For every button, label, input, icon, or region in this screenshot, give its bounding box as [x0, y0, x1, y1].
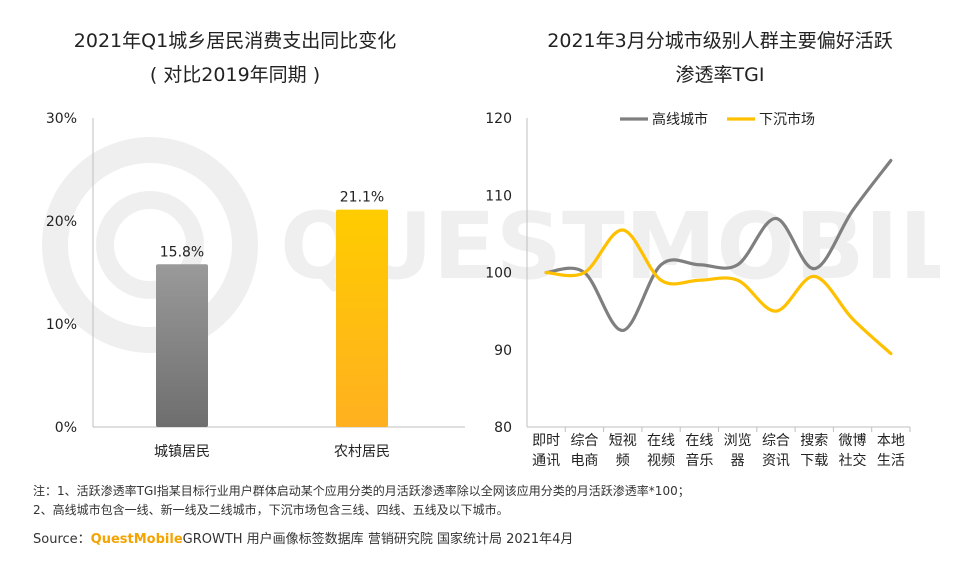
bar-2: [336, 209, 388, 427]
line-category-label: 微博社交: [839, 432, 867, 469]
line-y-tick-label: 100: [485, 266, 512, 282]
bar-category-label: 农村居民: [334, 444, 390, 460]
line-category-label: 短视频: [609, 433, 637, 469]
footnote-2: 2、高线城市包含一线、新一线及二线城市，下沉市场包含三线、四线、五线及以下城市。: [33, 503, 509, 517]
line-category-label: 本地生活: [877, 433, 905, 469]
bar-1: [156, 264, 208, 427]
right-chart-title: 2021年3月分城市级别人群主要偏好活跃 渗透率TGI: [480, 24, 960, 92]
right-chart-title-line2: 渗透率TGI: [675, 64, 765, 86]
left-chart-title-line2: ( 对比2019年同期 ): [149, 64, 321, 86]
bar-y-tick-label: 20%: [46, 214, 77, 230]
bar-chart: 0% 10% 20% 30% 15.8% 城镇居民 21.1% 农村居民: [46, 111, 465, 460]
left-chart-title-line1: 2021年Q1城乡居民消费支出同比变化: [73, 30, 397, 52]
source-brand: QuestMobile: [90, 532, 183, 547]
line-y-tick-label: 80: [494, 420, 512, 436]
line-category-label: 浏览器: [724, 433, 752, 469]
line-category-label: 搜索下载: [800, 432, 828, 469]
line-chart: 80 90 100 110 120 即时通讯综合电商短视频在线视频在线音乐浏览器综合资讯搜…: [485, 111, 911, 469]
line-series-2: [544, 228, 893, 356]
line-y-tick-label: 90: [494, 343, 512, 359]
bar-category-label: 城镇居民: [154, 444, 210, 460]
bar-data-label: 15.8%: [160, 244, 204, 260]
bar-data-label: 21.1%: [340, 190, 384, 206]
line-category-label: 综合资讯: [762, 433, 790, 469]
line-category-label: 在线视频: [647, 433, 675, 469]
footnote-1: 注：1、活跃渗透率TGI指某目标行业用户群体启动某个应用分类的月活跃渗透率除以全…: [33, 484, 690, 498]
line-category-label: 即时通讯: [532, 433, 560, 469]
left-chart-title: 2021年Q1城乡居民消费支出同比变化 ( 对比2019年同期 ): [0, 24, 470, 92]
line-y-tick-label: 120: [485, 111, 512, 127]
bar-y-tick-label: 0%: [55, 420, 77, 436]
legend-label: 高线城市: [652, 111, 708, 128]
source-rest: GROWTH 用户画像标签数据库 营销研究院 国家统计局 2021年4月: [182, 532, 574, 547]
line-y-tick-label: 110: [485, 188, 512, 204]
bar-y-tick-label: 10%: [46, 317, 77, 333]
right-chart-title-line1: 2021年3月分城市级别人群主要偏好活跃: [547, 30, 893, 52]
source-label: Source：: [33, 532, 91, 547]
line-category-label: 综合电商: [570, 433, 598, 469]
bar-y-tick-label: 30%: [46, 111, 77, 127]
line-series-1: [544, 158, 893, 333]
legend-label: 下沉市场: [759, 111, 815, 128]
line-category-label: 在线音乐: [685, 433, 713, 469]
source-line: Source：QuestMobileGROWTH 用户画像标签数据库 营销研究院…: [33, 528, 573, 547]
